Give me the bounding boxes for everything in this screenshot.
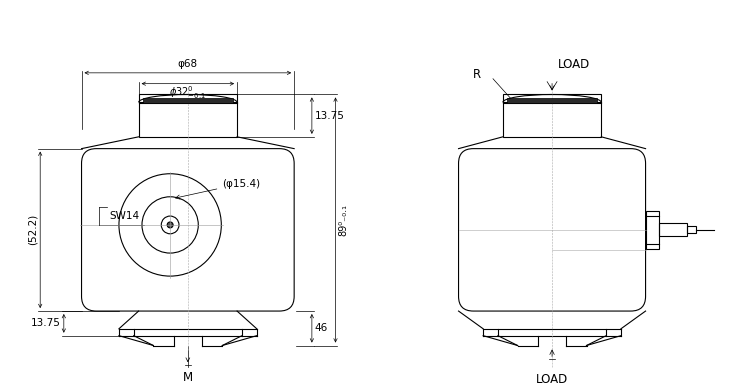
Bar: [506, 99, 597, 103]
FancyBboxPatch shape: [81, 149, 294, 311]
Bar: [659, 223, 687, 236]
Text: 46: 46: [315, 323, 328, 333]
Circle shape: [167, 222, 173, 228]
Text: $\phi$32$^0_{-0.1}$: $\phi$32$^0_{-0.1}$: [170, 85, 206, 101]
FancyBboxPatch shape: [459, 149, 646, 311]
Text: LOAD: LOAD: [536, 373, 568, 386]
Text: 13.75: 13.75: [315, 111, 345, 121]
Text: 89⁰₋₀.₁: 89⁰₋₀.₁: [338, 204, 349, 236]
Text: φ68: φ68: [178, 59, 198, 69]
Text: 13.75: 13.75: [31, 319, 61, 328]
Text: LOAD: LOAD: [558, 58, 590, 71]
Text: R: R: [473, 68, 482, 81]
Text: SW14: SW14: [109, 211, 139, 221]
Text: (φ15.4): (φ15.4): [175, 178, 261, 199]
Bar: [139, 95, 237, 137]
Bar: [687, 227, 696, 233]
Text: (52.2): (52.2): [27, 214, 37, 246]
Bar: [503, 95, 601, 137]
Polygon shape: [119, 311, 257, 329]
Text: M: M: [183, 371, 193, 384]
Bar: [646, 211, 659, 249]
Bar: [142, 99, 233, 103]
